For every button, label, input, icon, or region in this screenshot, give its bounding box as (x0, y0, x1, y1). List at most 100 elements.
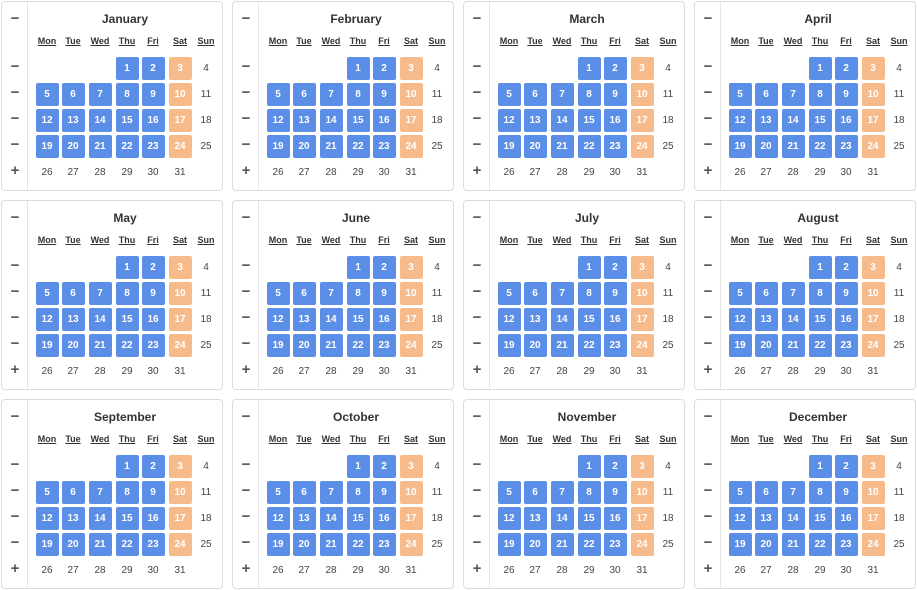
day-cell[interactable]: 20 (754, 532, 778, 556)
collapse-week-button[interactable]: − (472, 136, 482, 153)
collapse-week-button[interactable]: − (241, 335, 251, 352)
day-cell[interactable]: 6 (523, 281, 547, 305)
weekday-header[interactable]: Sun (659, 434, 677, 444)
day-cell[interactable]: 5 (266, 480, 290, 504)
day-cell[interactable]: 7 (319, 281, 343, 305)
day-cell[interactable]: 3 (861, 56, 885, 80)
collapse-week-button[interactable]: − (241, 508, 251, 525)
day-cell[interactable]: 12 (35, 506, 59, 530)
weekday-header[interactable]: Fri (378, 235, 390, 245)
day-cell[interactable]: 6 (61, 82, 85, 106)
day-cell[interactable]: 15 (346, 108, 370, 132)
day-cell[interactable]: 18 (893, 512, 905, 524)
day-cell[interactable]: 14 (781, 506, 805, 530)
day-cell[interactable]: 16 (603, 307, 627, 331)
collapse-week-button[interactable]: − (472, 534, 482, 551)
day-cell[interactable]: 18 (200, 114, 212, 126)
day-cell[interactable]: 29 (814, 564, 826, 576)
day-cell[interactable]: 12 (35, 307, 59, 331)
day-cell[interactable]: 2 (603, 454, 627, 478)
collapse-week-button[interactable]: − (472, 482, 482, 499)
collapse-week-button[interactable]: − (241, 534, 251, 551)
collapse-week-button[interactable]: − (703, 58, 713, 75)
collapse-week-button[interactable]: − (10, 283, 20, 300)
day-cell[interactable]: 26 (503, 564, 515, 576)
day-cell[interactable]: 30 (378, 564, 390, 576)
day-cell[interactable]: 1 (577, 454, 601, 478)
weekday-header[interactable]: Sat (865, 434, 880, 444)
day-cell[interactable]: 31 (867, 365, 879, 377)
day-cell[interactable]: 8 (577, 82, 601, 106)
day-cell[interactable]: 31 (867, 166, 879, 178)
day-cell[interactable]: 17 (861, 307, 885, 331)
weekday-header[interactable]: Sat (403, 36, 418, 46)
collapse-week-button[interactable]: − (703, 482, 713, 499)
day-cell[interactable]: 3 (630, 56, 654, 80)
day-cell[interactable]: 22 (346, 134, 370, 158)
day-cell[interactable]: 26 (503, 166, 515, 178)
day-cell[interactable]: 15 (115, 108, 139, 132)
collapse-week-button[interactable]: − (241, 309, 251, 326)
day-cell[interactable]: 25 (200, 538, 212, 550)
collapse-week-button[interactable]: − (241, 58, 251, 75)
collapse-month-button[interactable]: − (10, 209, 20, 226)
day-cell[interactable]: 2 (372, 56, 396, 80)
day-cell[interactable]: 14 (781, 108, 805, 132)
collapse-week-button[interactable]: − (472, 508, 482, 525)
weekday-header[interactable]: Mon (499, 434, 519, 444)
day-cell[interactable]: 29 (814, 166, 826, 178)
day-cell[interactable]: 11 (200, 486, 212, 498)
day-cell[interactable]: 12 (497, 506, 521, 530)
weekday-header[interactable]: Tue (758, 36, 774, 46)
day-cell[interactable]: 17 (861, 108, 885, 132)
day-cell[interactable]: 26 (41, 564, 53, 576)
day-cell[interactable]: 26 (503, 365, 515, 377)
weekday-header[interactable]: Thu (118, 36, 136, 46)
day-cell[interactable]: 2 (834, 56, 858, 80)
day-cell[interactable]: 13 (754, 506, 778, 530)
weekday-header[interactable]: Mon (268, 235, 288, 245)
day-cell[interactable]: 20 (523, 333, 547, 357)
day-cell[interactable]: 12 (728, 108, 752, 132)
day-cell[interactable]: 21 (319, 333, 343, 357)
day-cell[interactable]: 1 (346, 255, 370, 279)
day-cell[interactable]: 26 (272, 564, 284, 576)
day-cell[interactable]: 27 (298, 166, 310, 178)
collapse-week-button[interactable]: − (241, 456, 251, 473)
collapse-week-button[interactable]: − (10, 136, 20, 153)
weekday-header[interactable]: Wed (90, 434, 110, 444)
collapse-week-button[interactable]: − (10, 84, 20, 101)
day-cell[interactable]: 3 (399, 56, 423, 80)
day-cell[interactable]: 8 (808, 281, 832, 305)
day-cell[interactable]: 23 (372, 532, 396, 556)
weekday-header[interactable]: Thu (811, 36, 829, 46)
day-cell[interactable]: 14 (319, 506, 343, 530)
day-cell[interactable]: 18 (893, 313, 905, 325)
day-cell[interactable]: 30 (378, 166, 390, 178)
weekday-header[interactable]: Sat (865, 235, 880, 245)
day-cell[interactable]: 21 (781, 532, 805, 556)
day-cell[interactable]: 10 (399, 480, 423, 504)
day-cell[interactable]: 6 (754, 281, 778, 305)
expand-week-button[interactable]: + (703, 560, 713, 577)
collapse-month-button[interactable]: − (703, 10, 713, 27)
day-cell[interactable]: 12 (266, 506, 290, 530)
day-cell[interactable]: 5 (497, 480, 521, 504)
day-cell[interactable]: 5 (728, 281, 752, 305)
day-cell[interactable]: 18 (431, 313, 443, 325)
day-cell[interactable]: 15 (808, 108, 832, 132)
day-cell[interactable]: 18 (662, 512, 674, 524)
expand-week-button[interactable]: + (241, 162, 251, 179)
day-cell[interactable]: 26 (734, 166, 746, 178)
day-cell[interactable]: 24 (399, 532, 423, 556)
day-cell[interactable]: 30 (147, 564, 159, 576)
day-cell[interactable]: 8 (115, 480, 139, 504)
collapse-week-button[interactable]: − (703, 136, 713, 153)
day-cell[interactable]: 7 (319, 82, 343, 106)
weekday-header[interactable]: Fri (840, 434, 852, 444)
weekday-header[interactable]: Mon (499, 235, 519, 245)
day-cell[interactable]: 20 (61, 532, 85, 556)
weekday-header[interactable]: Fri (840, 36, 852, 46)
day-cell[interactable]: 2 (372, 454, 396, 478)
day-cell[interactable]: 27 (529, 564, 541, 576)
